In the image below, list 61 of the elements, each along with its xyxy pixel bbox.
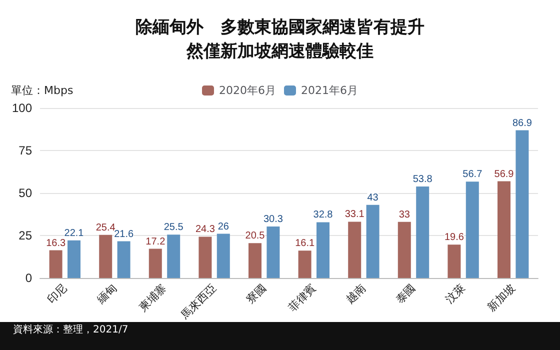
bar: [49, 250, 62, 278]
data-label: 21.6: [114, 228, 134, 240]
x-tick-label: 印尼: [44, 281, 70, 306]
data-label: 32.8: [313, 210, 334, 221]
bar: [248, 243, 262, 278]
bar: [216, 234, 230, 278]
data-label: 25.4: [96, 222, 116, 234]
x-tick-label: 柬埔寨: [136, 281, 170, 314]
y-tick-label: 100: [12, 101, 32, 115]
legend-label: 2020年6月: [219, 84, 276, 97]
bar: [99, 234, 112, 278]
bar: [498, 181, 510, 278]
bar: [148, 248, 162, 278]
data-label: 43: [367, 192, 379, 204]
legend-label: 2021年6月: [301, 84, 358, 97]
data-label: 16.1: [295, 238, 315, 250]
data-label: 33: [398, 209, 410, 220]
data-label: 20.5: [245, 230, 266, 242]
bar: [366, 204, 380, 278]
bar: [516, 130, 529, 278]
y-tick-label: 0: [25, 271, 32, 285]
x-tick-label: 汶萊: [443, 281, 468, 306]
y-tick-label: 25: [18, 228, 32, 242]
data-label: 56.9: [494, 168, 514, 180]
x-tick-label: 越南: [344, 281, 368, 306]
bar: [348, 222, 362, 278]
bar: [266, 226, 280, 278]
bar: [167, 234, 180, 278]
chart-title: 除緬甸外 多數東協國家網速皆有提升: [136, 18, 424, 38]
data-label: 56.7: [462, 169, 483, 180]
data-label: 33.1: [344, 209, 365, 220]
data-label: 24.3: [195, 224, 216, 236]
bar: [117, 241, 130, 278]
data-label: 86.9: [512, 118, 532, 129]
y-axis-title: 單位：Mbps: [11, 84, 74, 97]
x-tick-label: 緬甸: [94, 281, 120, 307]
x-tick-label: 新加坡: [485, 281, 518, 314]
data-label: 22.1: [64, 228, 84, 239]
x-tick-label: 馬來西亞: [178, 281, 219, 322]
data-label: 17.2: [146, 236, 166, 248]
data-label: 30.3: [263, 214, 284, 225]
data-label: 16.3: [46, 238, 66, 249]
bar: [68, 240, 80, 278]
y-tick-label: 75: [18, 144, 32, 158]
source-note: 資料來源：整理，2021/7: [13, 324, 128, 336]
data-label: 53.8: [412, 174, 433, 186]
x-tick-label: 泰國: [393, 281, 418, 306]
x-tick-label: 菲律賓: [286, 281, 318, 314]
data-label: 25.5: [164, 222, 184, 234]
bar: [198, 236, 212, 278]
bar: [466, 182, 479, 278]
bar: [298, 250, 312, 278]
bar: [316, 222, 330, 278]
data-label: 26: [218, 221, 230, 232]
data-label: 19.6: [444, 232, 464, 244]
bar: [448, 244, 461, 278]
bar: [398, 222, 411, 278]
x-tick-label: 寮國: [244, 281, 269, 306]
bar: [416, 186, 430, 278]
chart-subtitle: 然僅新加坡網速體驗較佳: [186, 42, 374, 62]
y-tick-label: 50: [18, 186, 32, 200]
